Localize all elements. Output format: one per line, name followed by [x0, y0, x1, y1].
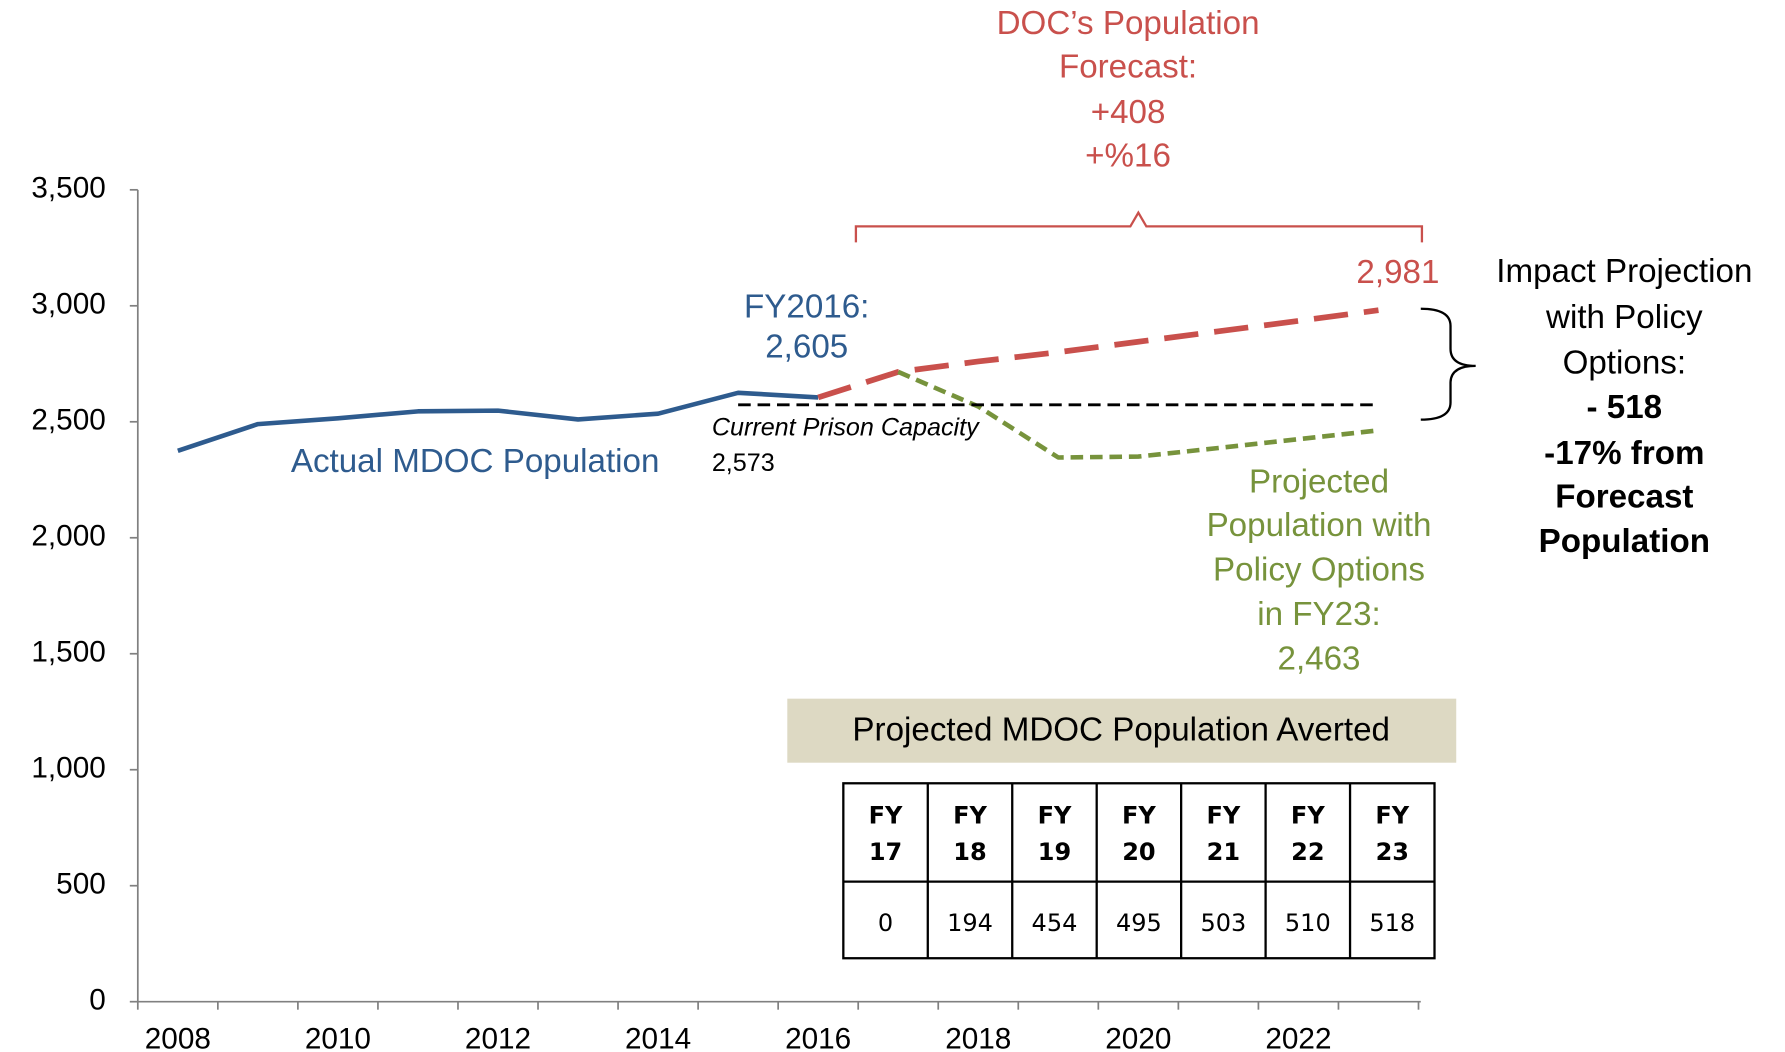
table-header: FY — [1206, 801, 1240, 829]
table-header: FY — [953, 801, 987, 829]
table-frame — [842, 782, 1436, 960]
table-header: 21 — [1207, 838, 1240, 866]
annotation: in FY23: — [1257, 596, 1380, 633]
annotation: Population — [1539, 523, 1710, 560]
series-line — [177, 390, 819, 453]
table-header: 23 — [1376, 838, 1409, 866]
annotation: Actual MDOC Population — [291, 443, 660, 480]
y-tick-label: 500 — [56, 868, 106, 901]
annotation: +408 — [1091, 94, 1166, 131]
annotation: Current Prison Capacity — [712, 413, 980, 441]
annotation: 2,605 — [765, 329, 848, 366]
x-tick-label: 2012 — [465, 1022, 531, 1052]
table-cell: 510 — [1285, 909, 1331, 937]
y-tick-label: 1,000 — [31, 752, 105, 785]
annotation: FY2016: — [744, 289, 869, 326]
annotation: Population with — [1207, 507, 1432, 544]
table-header: 17 — [869, 838, 902, 866]
series-line — [817, 307, 1379, 401]
table-header: FY — [1122, 801, 1156, 829]
table-header: FY — [1291, 801, 1325, 829]
annotation: Policy Options — [1213, 552, 1425, 589]
annotation: 2,463 — [1278, 641, 1361, 678]
annotation: DOC’s Population — [997, 5, 1260, 42]
forecast-bracket — [854, 210, 1424, 243]
table-header: 22 — [1291, 838, 1324, 866]
y-tick-label: 2,500 — [31, 404, 105, 437]
annotation: -17% from — [1544, 435, 1704, 472]
annotation: 2,981 — [1356, 254, 1439, 291]
table-cell: 0 — [878, 909, 893, 937]
table-cell: 454 — [1032, 909, 1078, 937]
table-header: FY — [1038, 801, 1072, 829]
annotation: +%16 — [1085, 138, 1171, 175]
x-tick-label: 2010 — [305, 1022, 371, 1052]
y-tick-label: 3,000 — [31, 288, 105, 321]
table-cell: 194 — [947, 909, 993, 937]
annotation: Forecast — [1555, 478, 1693, 515]
table-cell: 503 — [1200, 909, 1246, 937]
table-title-box — [787, 698, 1457, 763]
table-cell: 518 — [1369, 909, 1415, 937]
x-tick-label: 2020 — [1105, 1022, 1171, 1052]
table-header: FY — [869, 801, 903, 829]
annotation: Forecast: — [1059, 48, 1197, 85]
y-tick-label: 3,500 — [31, 172, 105, 205]
annotation: Options: — [1563, 345, 1686, 382]
table-header: 19 — [1038, 838, 1071, 866]
x-tick-label: 2022 — [1265, 1022, 1331, 1052]
series-line — [897, 369, 1379, 460]
annotation: 2,573 — [712, 449, 775, 477]
table-header: FY — [1375, 801, 1409, 829]
table-header: 20 — [1122, 838, 1155, 866]
y-tick-label: 0 — [89, 984, 106, 1017]
x-tick-label: 2008 — [145, 1022, 211, 1052]
table-header: 18 — [953, 838, 986, 866]
y-tick-label: 2,000 — [31, 520, 105, 553]
x-tick-label: 2014 — [625, 1022, 691, 1052]
table-cell: 495 — [1116, 909, 1162, 937]
annotation: Impact Projection — [1496, 253, 1752, 290]
annotation: - 518 — [1587, 389, 1663, 426]
y-tick-label: 1,500 — [31, 636, 105, 669]
annotation: with Policy — [1545, 299, 1703, 336]
annotation: Projected — [1249, 463, 1389, 500]
x-tick-label: 2016 — [785, 1022, 851, 1052]
x-tick-label: 2018 — [945, 1022, 1011, 1052]
impact-bracket — [1420, 307, 1476, 421]
table-title: Projected MDOC Population Averted — [852, 712, 1390, 749]
